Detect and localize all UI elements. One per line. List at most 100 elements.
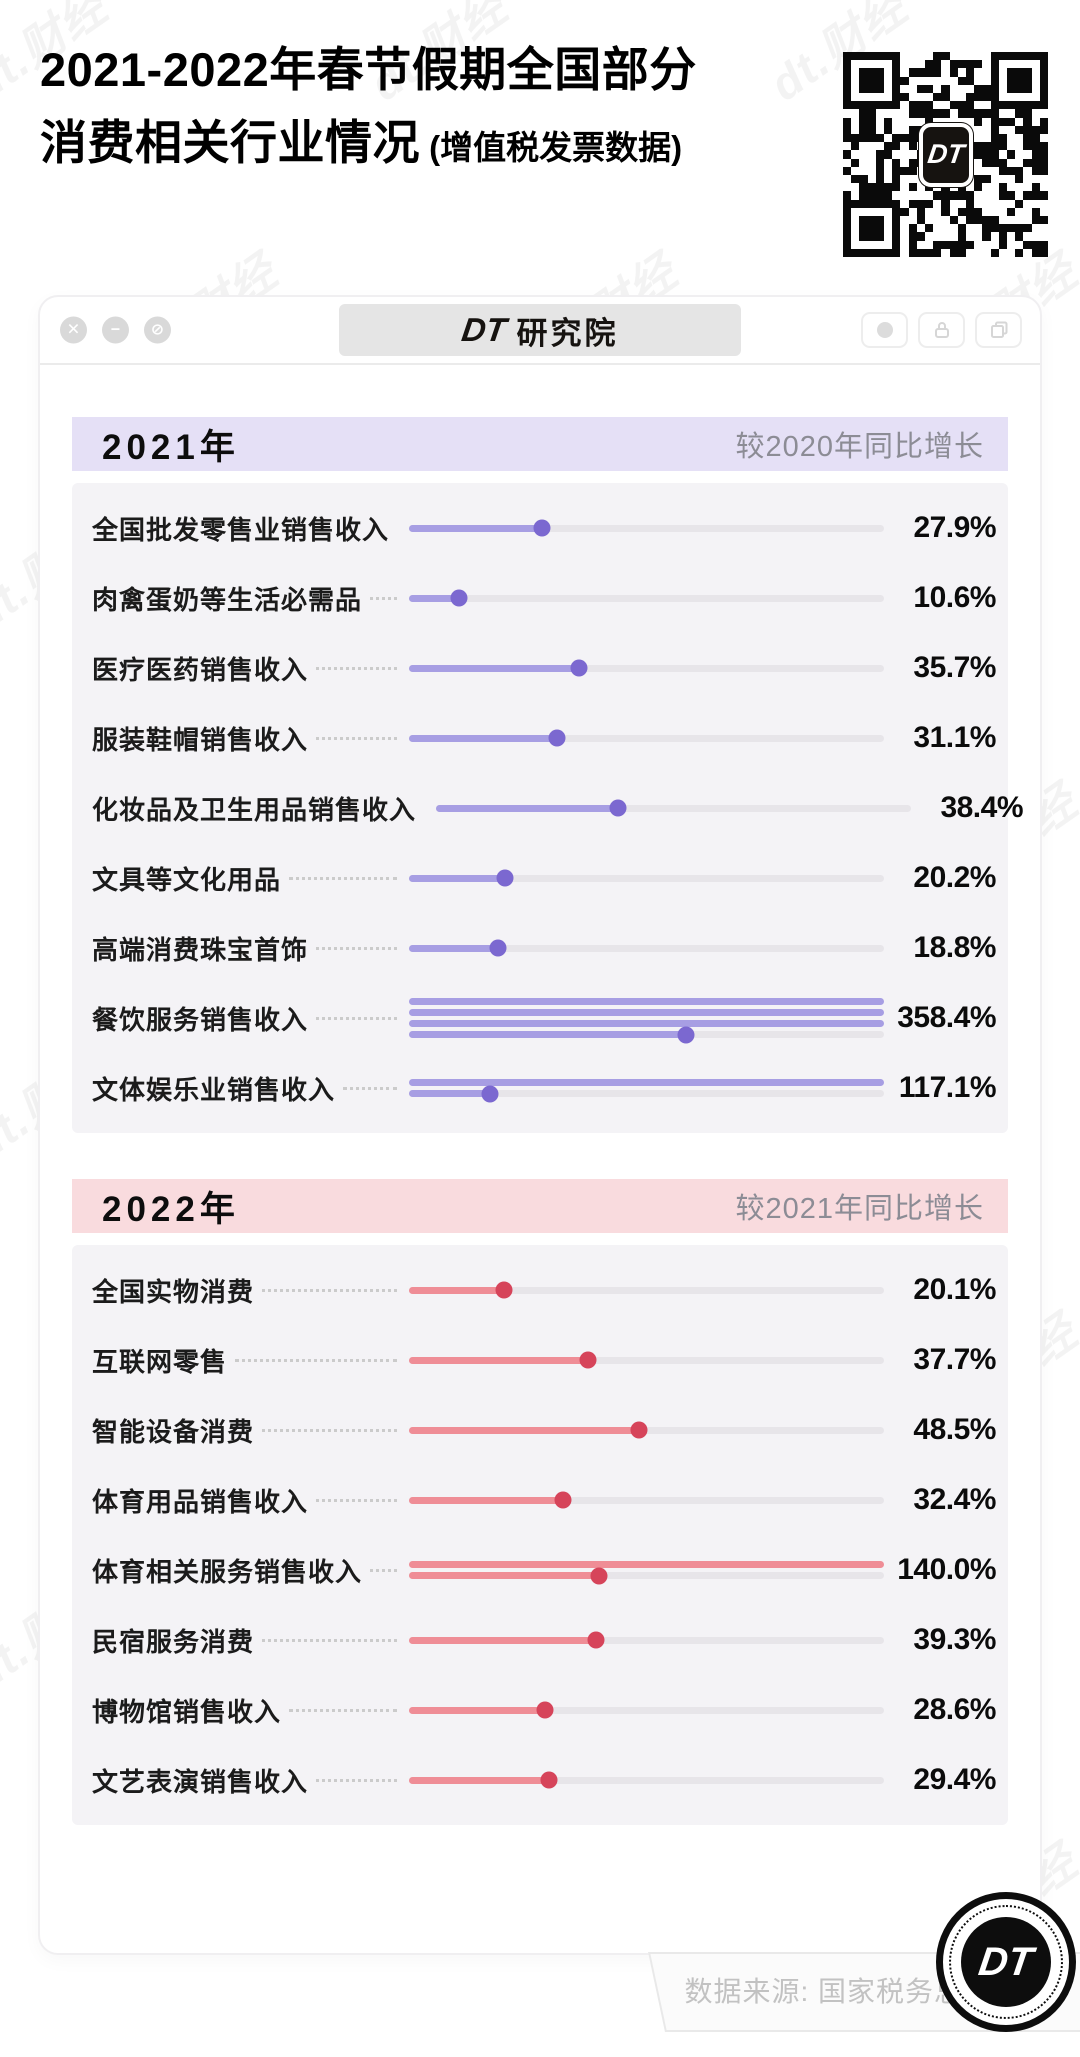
row-label: 全国批发零售业销售收入 [92, 514, 390, 545]
page-title: 2021-2022年春节假期全国部分 消费相关行业情况 (增值税发票数据) [40, 34, 840, 180]
chart-row: 民宿服务消费 39.3% [72, 1605, 1008, 1675]
bar-dot [489, 939, 507, 957]
section-2021-year-label: 2021年 [102, 427, 240, 467]
row-value: 39.3% [913, 1623, 996, 1656]
row-bars [409, 589, 884, 607]
row-label: 化妆品及卫生用品销售收入 [92, 794, 417, 825]
bar-track [409, 1351, 884, 1369]
dt-logo-disc: DT [961, 1917, 1051, 2007]
row-bars [409, 519, 885, 537]
row-value: 140.0% [897, 1553, 996, 1586]
chart-row: 博物馆销售收入 28.6% [72, 1675, 1008, 1745]
bar-dot [677, 1026, 695, 1043]
window-title: DT 研究院 [339, 304, 741, 356]
section-2022-comparison-label: 较2021年同比增长 [735, 1193, 984, 1225]
dt-logo-badge: DT [936, 1892, 1076, 2032]
bar-track [409, 729, 884, 747]
bar-dot [609, 799, 627, 817]
dotted-leader-line [316, 1498, 397, 1502]
close-button[interactable]: ✕ [60, 316, 87, 344]
bar-dot [590, 1567, 608, 1584]
qr-center-dt-badge: DT [918, 122, 973, 187]
bar-full-line [409, 1561, 884, 1568]
row-bars [409, 1631, 884, 1649]
row-value: 358.4% [897, 1001, 996, 1034]
row-label: 民宿服务消费 [92, 1626, 255, 1657]
row-label: 肉禽蛋奶等生活必需品 [92, 584, 363, 615]
bar-track [409, 1567, 884, 1584]
row-bars [409, 1351, 884, 1369]
chart-row: 文具等文化用品 20.2% [72, 843, 1008, 913]
window-bar: ✕ − ⊘ DT 研究院 [40, 297, 1040, 365]
bar-track [409, 869, 884, 887]
row-bars [409, 1491, 884, 1509]
chart-content: 2021年 较2020年同比增长 全国批发零售业销售收入 27.9% 肉禽蛋奶等… [40, 365, 1040, 1825]
section-2021-panel: 全国批发零售业销售收入 27.9% 肉禽蛋奶等生活必需品 10.6% 医疗医药销… [72, 483, 1024, 1133]
bar-track [409, 1491, 884, 1509]
dotted-leader-line [316, 1016, 397, 1020]
bar-dot [630, 1421, 648, 1439]
record-button[interactable] [861, 312, 908, 348]
window-controls-right [861, 312, 1022, 348]
row-bars [409, 1771, 884, 1789]
chart-row: 高端消费珠宝首饰 18.8% [72, 913, 1008, 983]
window-controls-left: ✕ − ⊘ [60, 316, 171, 344]
section-2021: 2021年 较2020年同比增长 全国批发零售业销售收入 27.9% 肉禽蛋奶等… [72, 417, 1024, 1133]
row-bars [409, 998, 884, 1043]
row-value: 20.1% [913, 1273, 996, 1306]
bar-fill [409, 1090, 491, 1097]
row-label: 智能设备消费 [92, 1416, 255, 1447]
section-2022-year-label: 2022年 [102, 1189, 240, 1229]
row-bars [409, 1701, 884, 1719]
bar-dot [548, 729, 566, 747]
bar-full-line [409, 1009, 884, 1016]
chart-row: 服装鞋帽销售收入 31.1% [72, 703, 1008, 773]
chart-row: 化妆品及卫生用品销售收入 38.4% [72, 773, 1024, 843]
bar-track [409, 1026, 884, 1043]
block-button[interactable]: ⊘ [144, 316, 171, 344]
page-title-line2: 消费相关行业情况 (增值税发票数据) [40, 107, 840, 180]
bar-full-line [409, 1020, 884, 1027]
chart-row: 智能设备消费 48.5% [72, 1395, 1008, 1465]
bar-track [409, 1281, 884, 1299]
row-label: 博物馆销售收入 [92, 1696, 282, 1727]
bar-dot [533, 519, 551, 537]
row-bars [409, 1079, 884, 1102]
row-bars [409, 659, 884, 677]
row-value: 38.4% [940, 791, 1024, 824]
copy-button[interactable] [975, 312, 1022, 348]
chart-row: 全国实物消费 20.1% [72, 1255, 1008, 1325]
row-value: 20.2% [913, 861, 996, 894]
row-value: 32.4% [913, 1483, 996, 1516]
bar-full-line [409, 998, 884, 1005]
bar-track [409, 1701, 884, 1719]
bar-fill [409, 734, 557, 742]
row-label: 体育用品销售收入 [92, 1486, 309, 1517]
page-title-line1: 2021-2022年春节假期全国部分 [40, 43, 697, 96]
chart-row: 全国批发零售业销售收入 27.9% [72, 493, 1008, 563]
lock-button[interactable] [918, 312, 965, 348]
dotted-leader-line [316, 1778, 397, 1782]
dotted-leader-line [370, 1568, 397, 1572]
qr-code: DT [843, 52, 1048, 257]
chart-row: 互联网零售 37.7% [72, 1325, 1008, 1395]
dotted-leader-line [343, 1086, 397, 1090]
dt-logo-dotted-ring [949, 1905, 1063, 2019]
row-value: 37.7% [913, 1343, 996, 1376]
page-title-note: (增值税发票数据) [420, 128, 683, 166]
bar-dot [450, 589, 468, 607]
bar-fill [409, 1636, 596, 1644]
row-bars [409, 869, 884, 887]
bar-track [409, 659, 884, 677]
dotted-leader-line [289, 876, 397, 880]
page-title-line2-main: 消费相关行业情况 [40, 115, 420, 169]
minimize-button[interactable]: − [102, 316, 129, 344]
lock-icon [934, 322, 949, 338]
section-2022-header: 2022年 较2021年同比增长 [72, 1179, 1008, 1233]
bar-track [409, 589, 884, 607]
close-icon: ✕ [66, 321, 81, 338]
window-title-text: 研究院 [516, 315, 619, 351]
bar-dot [481, 1085, 499, 1102]
chart-row: 文体娱乐业销售收入 117.1% [72, 1053, 1008, 1123]
row-bars [409, 1561, 884, 1584]
